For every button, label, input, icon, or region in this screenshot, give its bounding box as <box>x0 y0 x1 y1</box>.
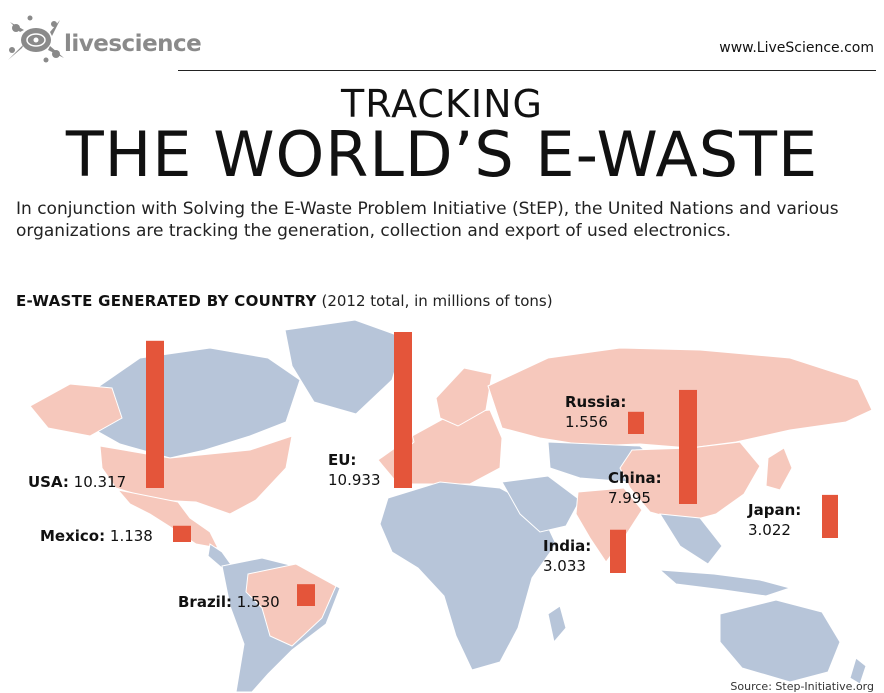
label-russia: Russia: 1.556 <box>565 392 626 432</box>
intro-text: In conjunction with Solving the E-Waste … <box>16 199 839 241</box>
header: livescience www.LiveScience.com <box>0 0 884 72</box>
label-china: China: 7.995 <box>608 468 662 508</box>
north-america-north <box>84 347 301 459</box>
madagascar-land <box>547 605 567 644</box>
title-line-1: TRACKING <box>341 82 543 126</box>
world-map <box>29 319 873 692</box>
se-asia-land <box>659 513 723 565</box>
country-name: China: <box>608 469 662 487</box>
value-label: 1.556 <box>565 413 608 431</box>
bar-mexico <box>173 525 191 542</box>
scandinavia-land <box>435 367 493 427</box>
splat-logo-icon <box>8 15 64 63</box>
label-usa: USA: 10.317 <box>28 472 126 492</box>
chart-title: E-WASTE GENERATED BY COUNTRY <box>16 292 317 310</box>
bar-brazil <box>297 584 315 606</box>
label-india: India: 3.033 <box>543 536 591 576</box>
greenland-land <box>284 319 406 415</box>
label-eu: EU: 10.933 <box>328 450 381 490</box>
australia-land <box>719 599 841 683</box>
label-mexico: Mexico: 1.138 <box>40 526 153 546</box>
japan-land <box>765 447 793 491</box>
value-label: 3.022 <box>748 521 791 539</box>
country-name: Japan: <box>748 501 802 519</box>
title-line-2: THE WORLD’S E-WASTE <box>65 118 819 191</box>
chart-subtitle: (2012 total, in millions of tons) <box>321 292 553 310</box>
site-url[interactable]: www.LiveScience.com <box>719 40 874 56</box>
indonesia-land <box>658 569 792 597</box>
bars <box>146 332 838 606</box>
middle-east-land <box>501 475 581 533</box>
bar-eu <box>394 332 412 488</box>
bar-china <box>679 389 697 504</box>
new-zealand-land <box>849 657 867 685</box>
source-note: Source: Step-Initiative.org <box>730 680 874 693</box>
country-name: Russia: <box>565 393 627 411</box>
country-name: Mexico: <box>40 527 106 545</box>
mexico-land <box>116 489 219 549</box>
country-name: India: <box>543 537 592 555</box>
country-name: USA: <box>28 473 69 491</box>
value-label: 10.933 <box>328 471 381 489</box>
label-brazil: Brazil: 1.530 <box>178 592 280 612</box>
label-japan: Japan: 3.022 <box>748 500 801 540</box>
value-label: 3.033 <box>543 557 586 575</box>
bar-russia <box>628 411 644 434</box>
bar-india <box>610 529 626 573</box>
value-label: 7.995 <box>608 489 651 507</box>
header-divider <box>178 70 876 71</box>
chart-heading: E-WASTE GENERATED BY COUNTRY (2012 total… <box>16 292 553 310</box>
brand-name[interactable]: livescience <box>64 31 202 57</box>
country-name: Brazil: <box>178 593 232 611</box>
value-label: 1.530 <box>236 593 280 611</box>
country-name: EU: <box>328 451 357 469</box>
bar-japan <box>822 494 838 538</box>
alaska-land <box>29 383 123 437</box>
bar-usa <box>146 340 164 488</box>
value-label: 1.138 <box>109 527 153 545</box>
value-label: 10.317 <box>73 473 127 491</box>
